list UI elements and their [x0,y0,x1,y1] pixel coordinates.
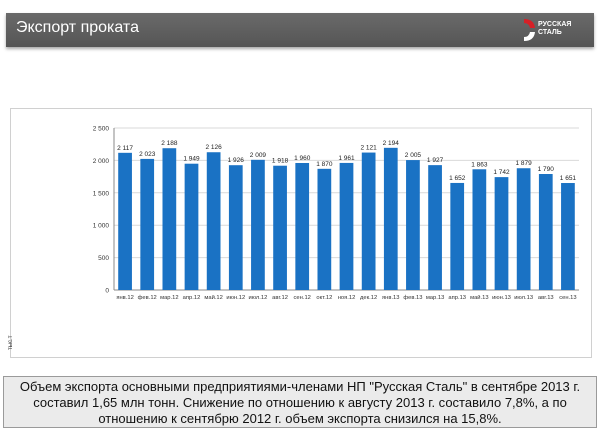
x-tick-label: сен.12 [294,295,311,301]
x-tick-label: июн.12 [226,295,245,301]
y-tick-label: 500 [98,255,109,262]
x-tick-label: авг.13 [538,295,554,301]
summary-box: Объем экспорта основными предприятиями-ч… [3,376,597,428]
summary-text: Объем экспорта основными предприятиями-ч… [19,379,581,426]
bar-value-label: 1 651 [560,175,577,182]
bar [273,165,287,290]
x-tick-label: июл.13 [514,295,533,301]
bar [538,174,553,290]
bar-value-label: 1 879 [516,160,533,167]
logo-mark-icon [524,19,535,41]
bar-value-label: 2 023 [139,151,156,158]
x-tick-label: апр.12 [183,295,201,301]
logo-text-line2: СТАЛЬ [538,29,562,36]
export-chart: 0 500 1 000 1 500 2 000 2 500 2 117 янв.12 2 023… [8,108,592,358]
bar [228,165,243,290]
bar [140,158,155,290]
bar [251,159,265,290]
company-logo: РУССКАЯ СТАЛЬ [522,15,584,45]
y-axis-unit-label: тыс.т [8,335,14,350]
bar [494,177,509,290]
bar [162,148,177,290]
bar-value-label: 1 961 [338,155,355,162]
bar-value-label: 1 863 [471,161,488,168]
slide-header: Экспорт проката РУССКАЯ СТАЛЬ [6,13,594,47]
y-tick-label: 2 000 [93,158,110,165]
bar-value-label: 2 121 [361,145,378,152]
bar-value-label: 2 005 [405,152,422,159]
bar-value-label: 2 194 [383,140,400,147]
bar [450,182,465,290]
x-tick-label: дек.12 [360,295,377,301]
bar [383,147,398,290]
x-tick-label: фев.13 [403,295,422,301]
bar-value-label: 1 927 [427,157,444,164]
bar [118,152,132,290]
bar [184,163,199,290]
logo-text: РУССКАЯ СТАЛЬ [538,21,571,37]
x-tick-label: апр.13 [448,295,466,301]
x-tick-label: мар.12 [160,295,179,301]
bar [472,169,487,290]
bar-value-label: 1 790 [538,166,555,173]
bar-value-label: 2 188 [161,140,178,147]
bar-value-label: 1 652 [449,175,466,182]
bar-value-label: 1 742 [493,169,510,176]
bar-value-label: 1 870 [316,161,333,168]
y-tick-label: 2 500 [93,126,110,133]
x-tick-label: мар.13 [426,295,445,301]
bar-value-label: 2 126 [206,144,223,151]
bar-value-label: 2 009 [250,152,267,159]
bar-chart-svg: 0 500 1 000 1 500 2 000 2 500 2 117 янв.12 2 023… [93,126,579,301]
y-tick-label: 1 000 [93,223,110,230]
bar-value-label: 1 949 [183,156,200,163]
x-tick-label: май.13 [470,294,489,301]
x-tick-label: янв.13 [382,295,399,301]
bar-value-label: 2 117 [117,145,133,152]
bar [339,162,354,290]
bar [428,165,442,290]
y-tick-label: 1 500 [93,190,110,197]
x-tick-label: июн.13 [492,295,511,301]
logo-text-line1: РУССКАЯ [538,21,572,28]
bar [317,168,332,290]
x-tick-label: окт.12 [316,295,332,301]
bar-value-label: 1 918 [272,158,289,165]
bar-value-label: 1 926 [228,157,245,164]
x-tick-label: ноя.12 [338,295,356,301]
x-tick-label: янв.12 [116,295,133,301]
bar [406,160,420,290]
x-tick-label: фев.12 [138,295,157,301]
x-tick-label: сен.13 [559,295,576,301]
x-tick-label: июл.12 [248,295,267,301]
x-tick-label: авг.12 [272,295,288,301]
slide-title: Экспорт проката [16,19,139,36]
bar [361,152,376,290]
y-tick-label: 0 [105,288,109,295]
bar [561,183,575,290]
x-tick-label: май.12 [204,294,223,301]
bar [295,162,310,290]
bar [516,168,531,290]
bar-value-label: 1 960 [294,155,311,162]
bar [206,152,221,290]
